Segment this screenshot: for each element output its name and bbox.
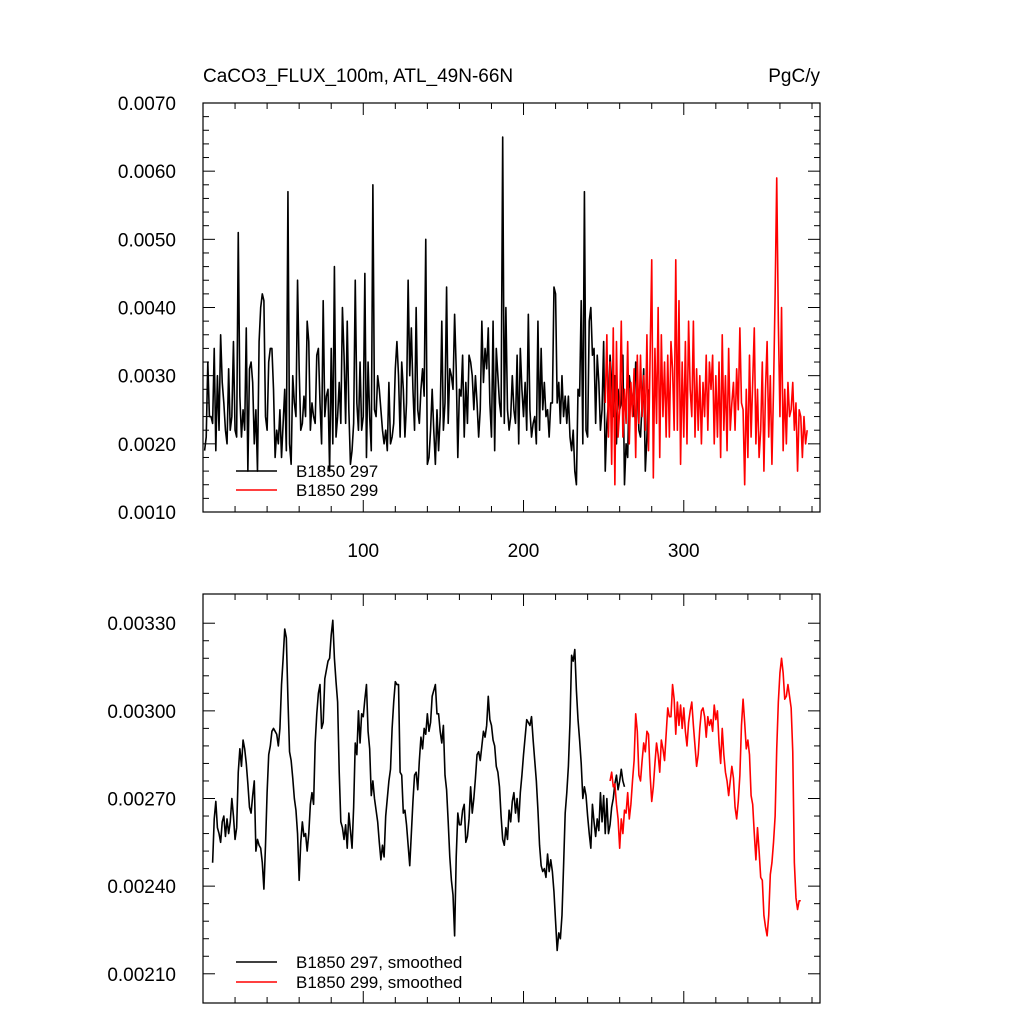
- top-series-group: [203, 136, 808, 486]
- bottom-ytick-label: 0.00330: [107, 614, 176, 635]
- top-legend-label-1: B1850 297: [296, 462, 378, 481]
- top-axes: 0.0010 0.0020 0.0030 0.0040 0.0050 0.0060 0.00…: [118, 94, 820, 562]
- top-series-line-2: [604, 177, 808, 486]
- top-xtick-label: 100: [347, 541, 379, 562]
- bottom-ytick-label: 0.00270: [107, 790, 176, 811]
- top-legend: B1850 297 B1850 299: [236, 462, 378, 500]
- bottom-series-line-2: [609, 657, 801, 937]
- top-ytick-label: 0.0030: [118, 367, 176, 388]
- top-ytick-label: 0.0040: [118, 299, 176, 320]
- bottom-axes: 0.00210 0.00240 0.00270 0.00300 0.00330: [107, 594, 820, 1003]
- top-ytick-label: 0.0020: [118, 435, 176, 456]
- top-panel-title: CaCO3_FLUX_100m, ATL_49N-66N: [203, 66, 513, 87]
- bottom-series-group: [211, 619, 801, 952]
- top-ytick-label: 0.0010: [118, 503, 176, 524]
- bottom-ytick-label: 0.00210: [107, 965, 176, 986]
- bottom-plot-frame: [202, 593, 821, 1004]
- top-ytick-label: 0.0050: [118, 230, 176, 251]
- bottom-ytick-label: 0.00300: [107, 702, 176, 723]
- bottom-legend-label-2: B1850 299, smoothed: [296, 973, 462, 992]
- top-legend-label-2: B1850 299: [296, 481, 378, 500]
- bottom-series-line-1: [211, 619, 626, 952]
- top-ytick-label: 0.0070: [118, 94, 176, 115]
- top-ytick-label: 0.0060: [118, 162, 176, 183]
- top-series-line-1: [203, 136, 650, 486]
- bottom-legend-label-1: B1850 297, smoothed: [296, 953, 462, 972]
- top-panel: CaCO3_FLUX_100m, ATL_49N-66N PgC/y 0.001…: [118, 66, 821, 562]
- bottom-legend: B1850 297, smoothed B1850 299, smoothed: [236, 953, 462, 992]
- bottom-panel: 0.00210 0.00240 0.00270 0.00300 0.00330 B185…: [107, 593, 821, 1004]
- top-xtick-label: 300: [668, 541, 700, 562]
- bottom-ytick-label: 0.00240: [107, 877, 176, 898]
- top-panel-units: PgC/y: [768, 66, 820, 87]
- top-xtick-label: 200: [508, 541, 540, 562]
